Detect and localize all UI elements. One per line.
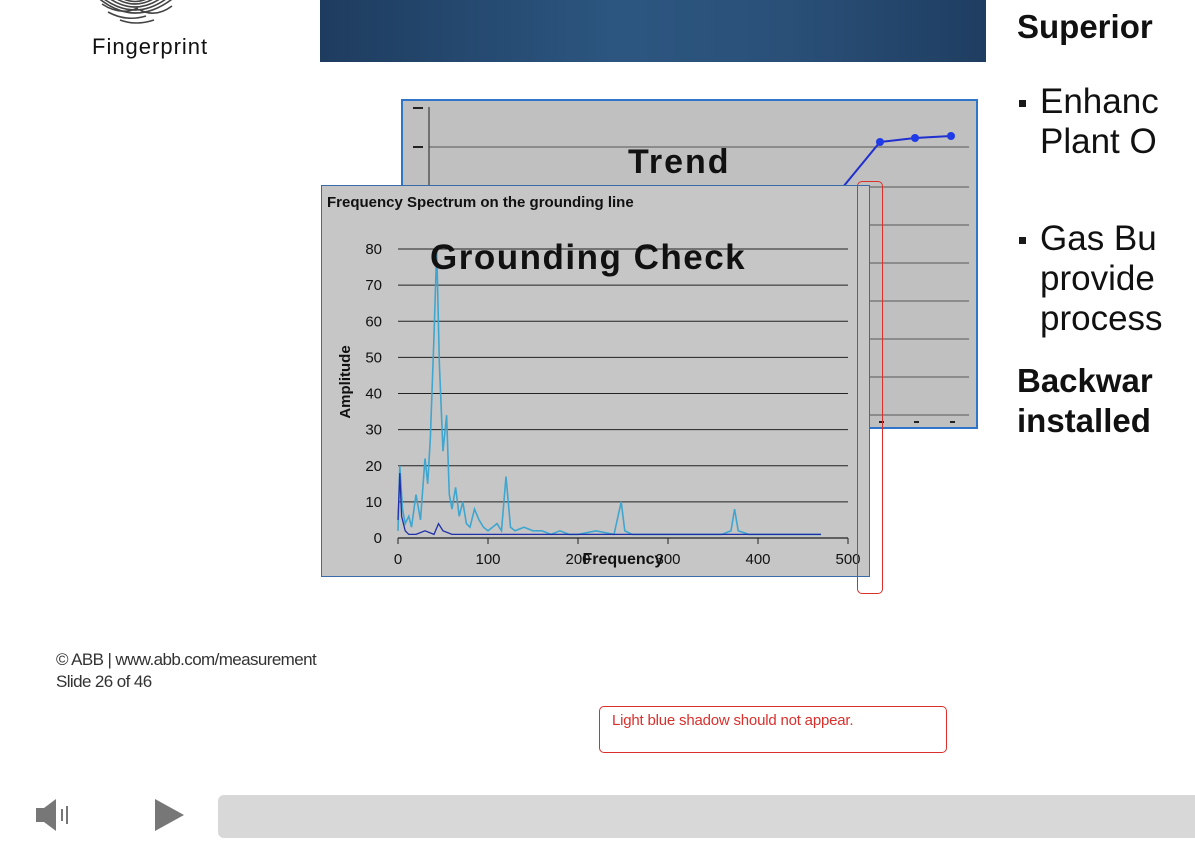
bullet-2-line-1: Gas Bu <box>1040 219 1157 258</box>
fingerprint-image <box>80 0 190 28</box>
spectrum-y-tick-label: 10 <box>365 494 382 511</box>
spectrum-y-tick-label: 70 <box>365 277 382 294</box>
shadow-highlight-outline <box>857 181 883 594</box>
spectrum-y-tick-label: 30 <box>365 422 382 439</box>
bullet-marker <box>1019 100 1026 107</box>
slide-number: Slide 26 of 46 <box>56 672 152 691</box>
spectrum-x-tick-label: 100 <box>475 551 500 568</box>
spectrum-y-tick-label: 40 <box>365 386 382 403</box>
frequency-spectrum-chart: Frequency Spectrum on the grounding line… <box>321 185 870 577</box>
frequency-spectrum-plot: Frequency Spectrum on the grounding line… <box>327 194 861 568</box>
spectrum-x-tick-label: 500 <box>835 551 860 568</box>
spectrum-x-tick-label: 0 <box>394 551 402 568</box>
spectrum-chart-title: Frequency Spectrum on the grounding line <box>327 194 634 211</box>
header-banner-image <box>320 0 986 62</box>
play-icon <box>155 799 184 831</box>
spectrum-y-tick-label: 60 <box>365 313 382 330</box>
spectrum-x-tick-label: 200 <box>565 551 590 568</box>
bullet-1-line-2: Plant O <box>1040 122 1157 161</box>
spectrum-y-tick-label: 50 <box>365 349 382 366</box>
right-heading-superior: Superior <box>1017 8 1153 45</box>
spectrum-y-tick-label: 20 <box>365 458 382 475</box>
playback-progress-bar[interactable] <box>218 795 1195 838</box>
slide-footer: © ABB | www.abb.com/measurement Slide 26… <box>56 649 317 693</box>
spectrum-series-1-line <box>397 248 821 536</box>
review-annotation-note: Light blue shadow should not appear. <box>599 706 947 753</box>
spectrum-x-tick-label: 400 <box>745 551 770 568</box>
bullet-2-line-2: provide <box>1040 259 1155 298</box>
spectrum-y-tick-label: 0 <box>374 530 382 547</box>
bullet-marker <box>1019 237 1026 244</box>
grounding-check-title: Grounding Check <box>430 238 747 277</box>
right-heading-backward-line-1: Backwar <box>1017 362 1153 399</box>
spectrum-x-tick-label: 300 <box>655 551 680 568</box>
review-annotation-text: Light blue shadow should not appear. <box>612 712 854 729</box>
spectrum-x-axis-label: Frequency <box>583 551 664 568</box>
fingerprint-label: Fingerprint <box>92 34 209 59</box>
play-button[interactable] <box>152 797 186 833</box>
bullet-1-line-1: Enhanc <box>1040 82 1159 121</box>
copyright-text: © ABB | www.abb.com/measurement <box>56 650 317 669</box>
trend-title: Trend <box>628 143 731 181</box>
spectrum-y-axis-label: Amplitude <box>337 345 354 418</box>
speaker-icon <box>36 799 68 831</box>
spectrum-series-2-line <box>397 472 821 536</box>
spectrum-y-tick-label: 80 <box>365 241 382 258</box>
right-heading-backward-line-2: installed <box>1017 402 1151 439</box>
volume-button[interactable] <box>34 795 78 835</box>
bullet-2-line-3: process <box>1040 299 1163 338</box>
